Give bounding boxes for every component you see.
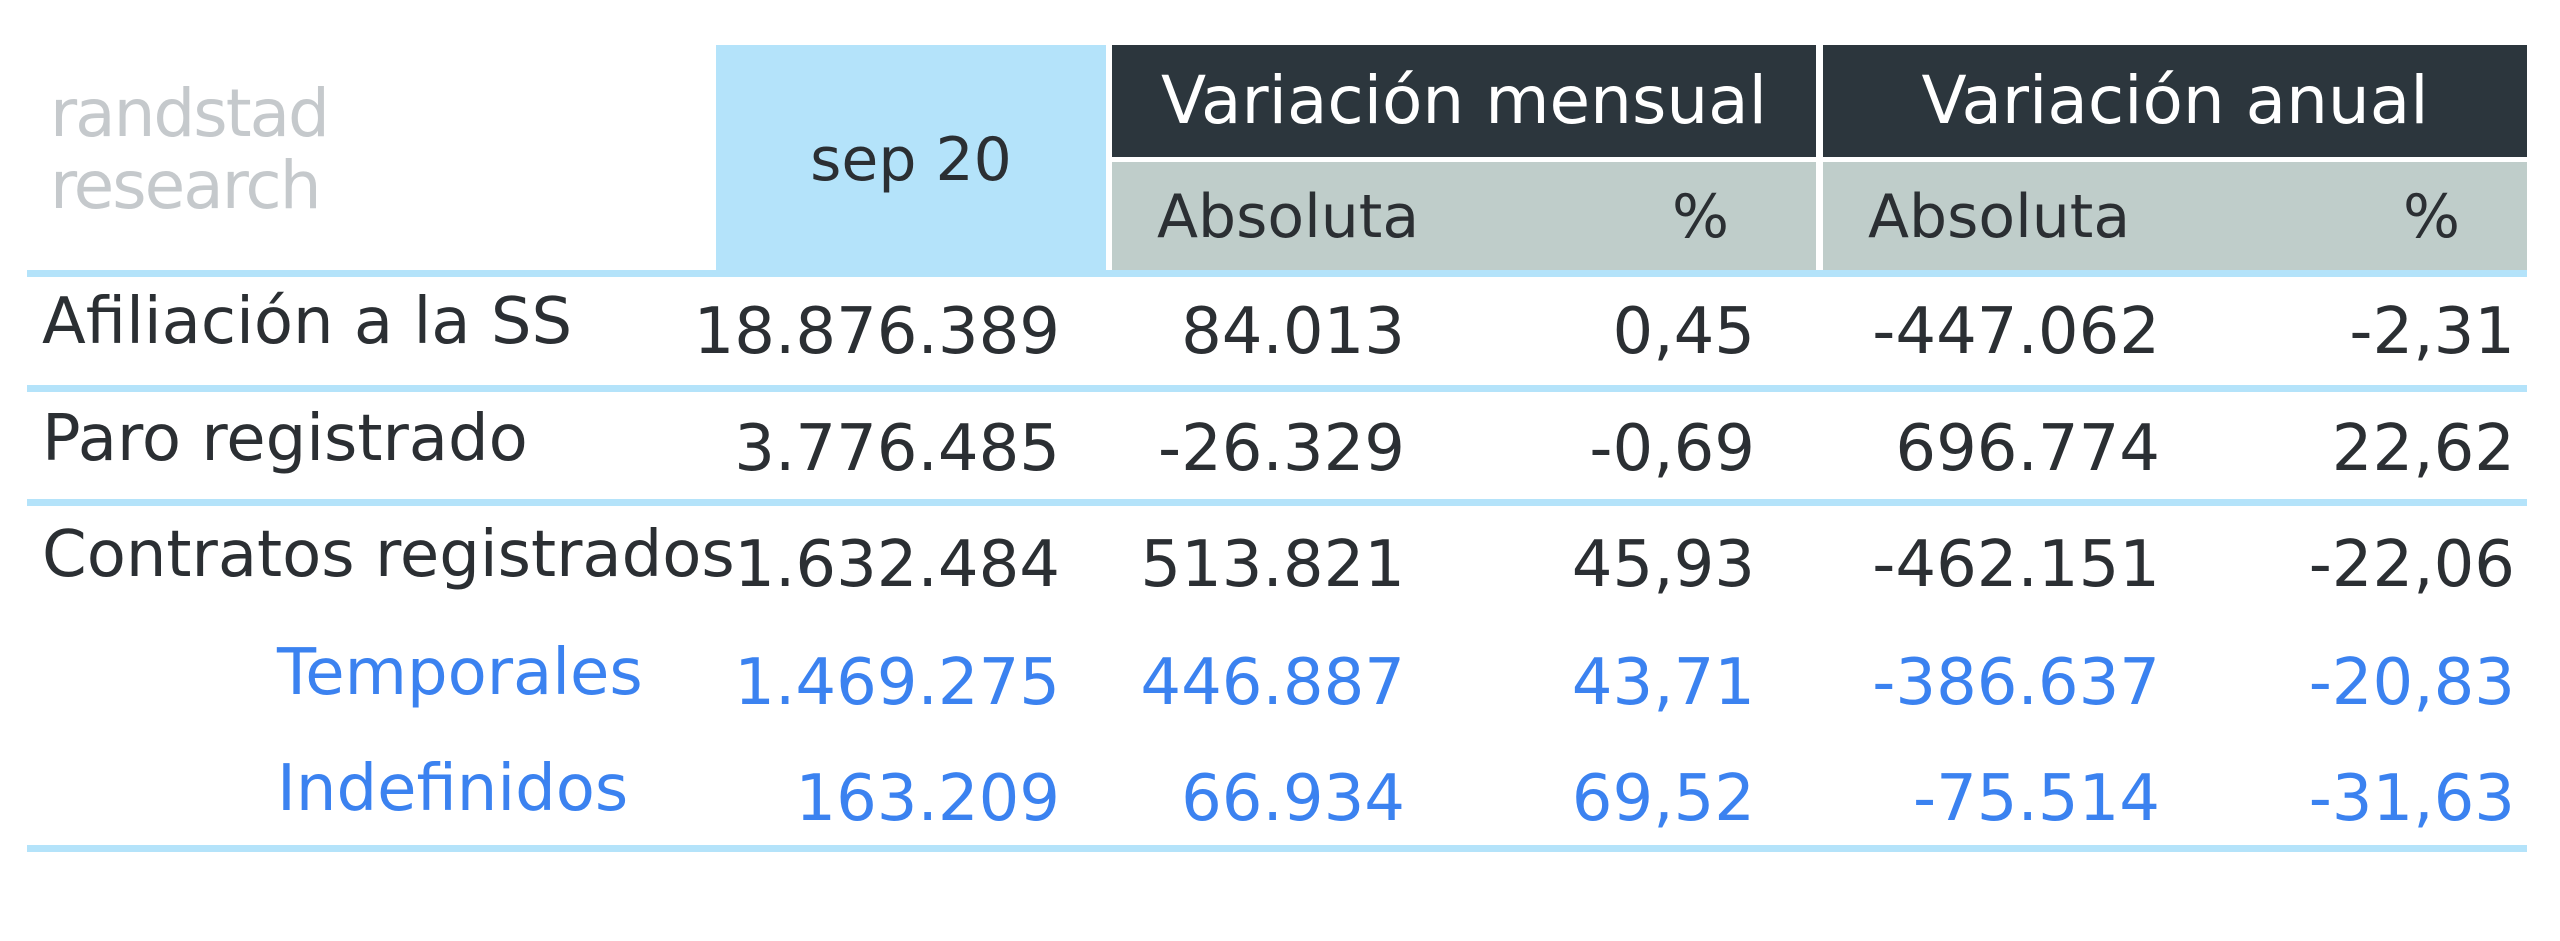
logo-line-1: randstad	[50, 75, 330, 152]
table-rule	[27, 499, 2527, 506]
annual-abs-value: -75.514	[1912, 762, 2160, 836]
annual-pct-value: -22,06	[2308, 528, 2515, 602]
row-label: Paro registrado	[42, 402, 528, 476]
group-header-monthly-label: Variación mensual	[1161, 62, 1767, 139]
monthly-abs-value: 66.934	[1181, 762, 1405, 836]
period-value: 1.632.484	[734, 528, 1060, 602]
row-label: Contratos registrados	[42, 518, 735, 592]
monthly-abs-value: -26.329	[1157, 412, 1405, 486]
table-rule	[27, 385, 2527, 392]
subheader-monthly: Absoluta %	[1112, 162, 1816, 273]
row-label: Afiliación a la SS	[42, 285, 573, 359]
monthly-abs-value: 513.821	[1140, 528, 1405, 602]
annual-abs-value: -386.637	[1872, 646, 2160, 720]
row-label: Indefinidos	[277, 752, 629, 826]
monthly-abs-value: 84.013	[1181, 295, 1405, 369]
subheader-monthly-abs: Absoluta	[1157, 182, 1420, 252]
annual-abs-value: -462.151	[1872, 528, 2160, 602]
group-header-annual-label: Variación anual	[1921, 62, 2429, 139]
subheader-annual: Absoluta %	[1823, 162, 2527, 273]
monthly-pct-value: 69,52	[1571, 762, 1755, 836]
period-value: 1.469.275	[734, 646, 1060, 720]
table-rule	[27, 270, 2527, 277]
monthly-pct-value: 0,45	[1612, 295, 1756, 369]
period-header: sep 20	[716, 45, 1106, 273]
subheader-annual-abs: Absoluta	[1868, 182, 2131, 252]
period-label: sep 20	[810, 125, 1012, 195]
group-header-annual: Variación anual	[1823, 45, 2527, 157]
monthly-abs-value: 446.887	[1140, 646, 1405, 720]
annual-pct-value: -2,31	[2349, 295, 2515, 369]
subheader-annual-pct: %	[2403, 182, 2461, 252]
logo-line-2: research	[50, 147, 322, 224]
subheader-monthly-pct: %	[1672, 182, 1730, 252]
group-header-monthly: Variación mensual	[1112, 45, 1816, 157]
brand-logo: randstad research	[50, 75, 330, 224]
table-rule	[27, 845, 2527, 852]
annual-pct-value: -31,63	[2308, 762, 2515, 836]
period-value: 3.776.485	[734, 412, 1060, 486]
period-value: 163.209	[795, 762, 1060, 836]
monthly-pct-value: 45,93	[1571, 528, 1755, 602]
annual-pct-value: -20,83	[2308, 646, 2515, 720]
monthly-pct-value: 43,71	[1571, 646, 1755, 720]
monthly-pct-value: -0,69	[1589, 412, 1755, 486]
row-label: Temporales	[277, 636, 643, 710]
annual-abs-value: -447.062	[1872, 295, 2160, 369]
period-value: 18.876.389	[693, 295, 1060, 369]
annual-pct-value: 22,62	[2331, 412, 2515, 486]
annual-abs-value: 696.774	[1895, 412, 2160, 486]
